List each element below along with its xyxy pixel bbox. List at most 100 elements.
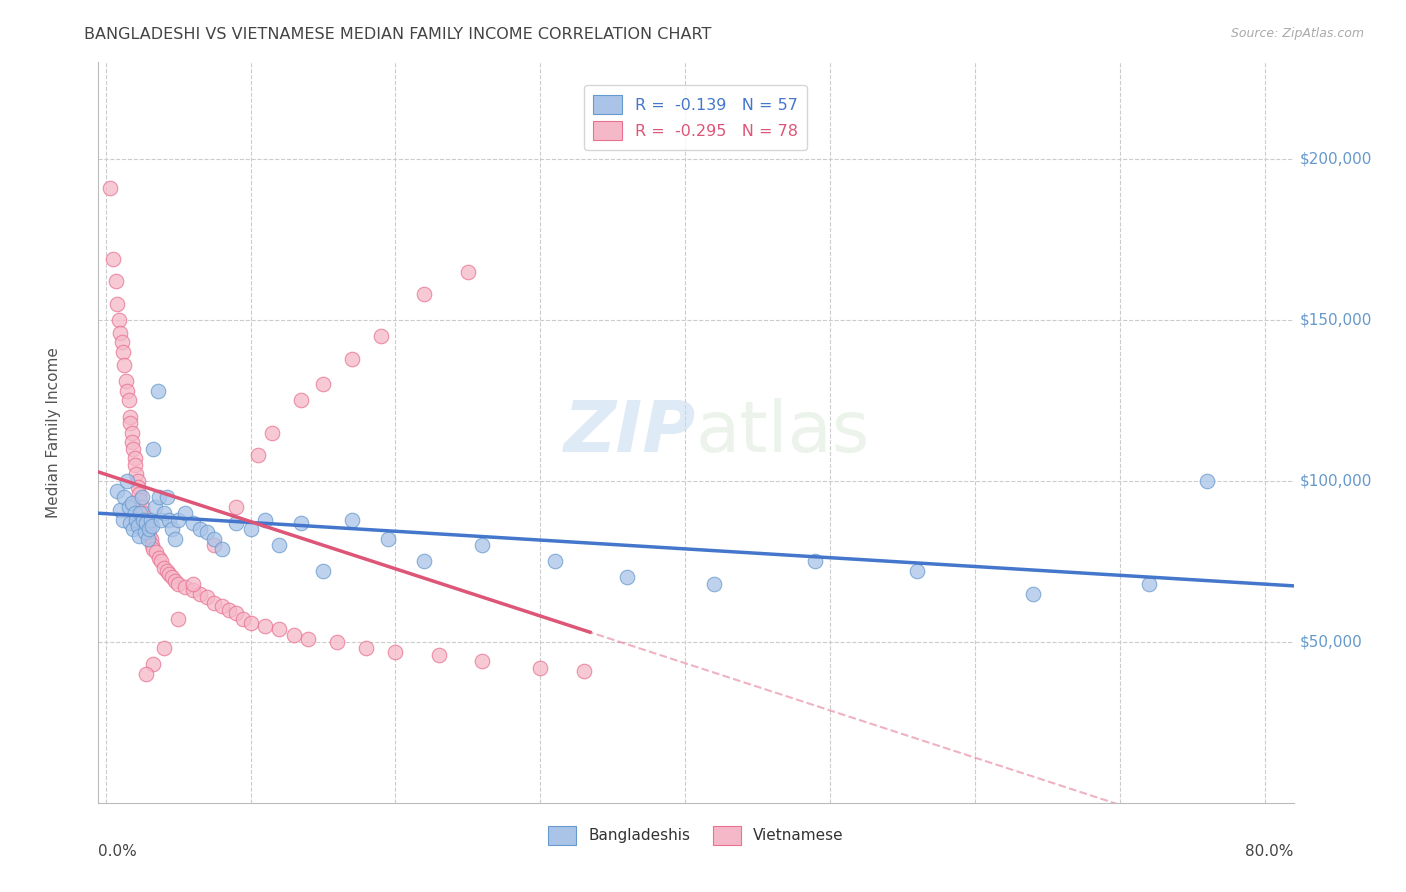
Point [297,632,319,646]
Point [195,525,218,540]
Text: $100,000: $100,000 [1299,474,1372,489]
Text: atlas: atlas [696,398,870,467]
Point [290,393,312,408]
Point [131,490,153,504]
Point [165,574,187,588]
Point [127,519,149,533]
Point [134,525,156,540]
Point [544,554,567,568]
Point [120,516,142,530]
Point [340,512,363,526]
Point [139,532,162,546]
Point [152,561,174,575]
Point [108,503,131,517]
Point [312,564,335,578]
Point [181,577,204,591]
Point [181,516,204,530]
Point [413,287,436,301]
Point [127,474,149,488]
Point [155,564,177,578]
Point [202,538,225,552]
Point [239,615,262,630]
Point [283,628,305,642]
Point [132,512,155,526]
Point [141,538,163,552]
Point [115,374,138,388]
Point [149,554,172,568]
Point [167,512,190,526]
Point [128,528,150,542]
Point [152,506,174,520]
Point [110,335,132,350]
Point [132,506,155,520]
Point [225,500,247,514]
Point [1195,474,1218,488]
Point [155,490,177,504]
Point [117,384,139,398]
Point [139,512,162,526]
Point [120,409,142,424]
Text: $50,000: $50,000 [1299,634,1362,649]
Point [141,519,163,533]
Point [384,644,406,658]
Point [136,522,159,536]
Point [128,487,150,501]
Point [253,619,276,633]
Point [120,416,142,430]
Point [239,522,262,536]
Point [127,480,149,494]
Point [142,442,165,456]
Point [413,554,436,568]
Point [188,522,211,536]
Point [118,500,141,514]
Point [146,384,169,398]
Text: $200,000: $200,000 [1299,152,1372,167]
Point [370,329,392,343]
Point [138,528,160,542]
Point [121,435,143,450]
Point [218,602,240,616]
Point [202,596,225,610]
Point [98,181,121,195]
Point [142,541,165,556]
Point [162,570,184,584]
Point [905,564,928,578]
Point [269,538,291,552]
Point [124,451,146,466]
Point [165,532,187,546]
Point [340,351,363,366]
Point [145,545,167,559]
Point [135,516,157,530]
Point [181,583,204,598]
Point [377,532,399,546]
Point [157,512,180,526]
Legend: Bangladeshis, Vietnamese: Bangladeshis, Vietnamese [543,820,849,851]
Point [129,493,152,508]
Point [1022,586,1045,600]
Point [148,490,170,504]
Text: Source: ZipAtlas.com: Source: ZipAtlas.com [1230,27,1364,40]
Point [326,635,349,649]
Point [262,425,284,440]
Point [703,577,725,591]
Text: Median Family Income: Median Family Income [45,347,60,518]
Point [174,506,197,520]
Point [125,467,148,482]
Point [225,516,247,530]
Point [138,522,160,536]
Text: 80.0%: 80.0% [1246,844,1294,858]
Point [108,326,131,340]
Point [1137,577,1160,591]
Point [131,500,153,514]
Point [143,500,166,514]
Point [124,506,146,520]
Point [246,448,269,462]
Point [136,532,159,546]
Point [167,577,190,591]
Point [114,358,136,372]
Point [471,538,494,552]
Point [129,506,152,520]
Point [269,622,291,636]
Point [112,512,135,526]
Point [195,590,218,604]
